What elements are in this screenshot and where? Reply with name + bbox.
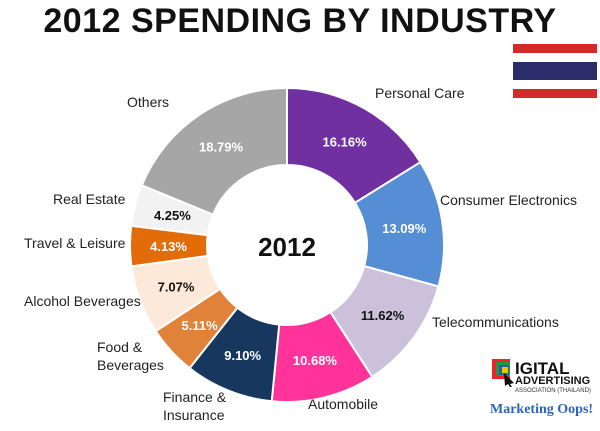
donut-slices: [129, 86, 445, 403]
logo-text-sub: ADVERTISING: [515, 375, 591, 387]
slice-category-label: Personal Care: [375, 85, 465, 101]
flag-stripe: [513, 53, 597, 62]
digital-advertising-logo: IGITAL ADVERTISING ASSOCIATION (THAILAND…: [490, 355, 598, 427]
slice-value-label: 4.25%: [154, 208, 191, 223]
slice-category-labels: Personal Care Consumer Electronics Telecom…: [24, 85, 577, 423]
logo-text-main: IGITAL: [515, 359, 570, 378]
slice-category-label: Others: [127, 94, 169, 110]
logo-mark-icon: [492, 359, 514, 387]
slice-category-label: Food & Beverages: [97, 339, 164, 373]
slice-value-label: 10.68%: [293, 353, 338, 368]
slice-category-label: Automobile: [308, 396, 378, 412]
slice-value-label: 5.11%: [182, 318, 219, 333]
flag-stripe: [513, 80, 597, 89]
flag-stripe: [513, 89, 597, 98]
slice-category-label: Alcohol Beverages: [24, 293, 141, 309]
center-year-label: 2012: [258, 232, 316, 262]
slice-value-label: 11.62%: [361, 308, 405, 323]
logo-text-small: ASSOCIATION (THAILAND): [515, 388, 591, 394]
slice-value-labels: 16.16% 13.09% 11.62% 10.68% 9.10% 5.11% 7.07% 4…: [150, 134, 427, 368]
slice-category-label: Real Estate: [53, 191, 126, 207]
flag-stripe: [513, 44, 597, 53]
slice-value-label: 4.13%: [150, 239, 187, 254]
slice-category-label: Telecommunications: [432, 314, 559, 330]
slice-others: [140, 86, 288, 216]
flag-stripe: [513, 62, 597, 80]
slice-value-label: 7.07%: [158, 280, 195, 295]
slice-category-label: Finance & Insurance: [163, 389, 227, 423]
slice-value-label: 16.16%: [323, 134, 368, 149]
slice-value-label: 9.10%: [224, 348, 261, 363]
chart-title: 2012 SPENDING BY INDUSTRY: [43, 2, 557, 40]
slice-value-label: 13.09%: [382, 221, 427, 236]
slice-personal-care: [286, 86, 422, 205]
logo-footer-text: Marketing Oops!: [490, 402, 594, 417]
slice-value-label: 18.79%: [199, 140, 244, 155]
slice-category-label: Consumer Electronics: [440, 192, 577, 208]
thailand-flag-icon: [513, 44, 597, 98]
slice-category-label: Travel & Leisure: [24, 235, 126, 251]
